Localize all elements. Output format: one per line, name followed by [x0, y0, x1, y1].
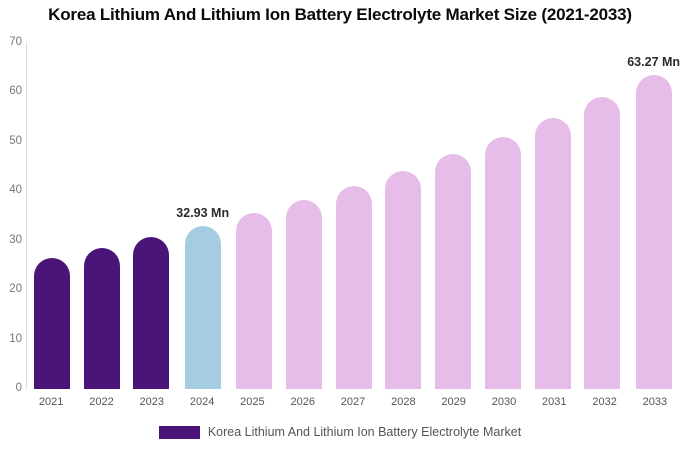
bar-2024[interactable] — [184, 225, 221, 389]
bar-2025[interactable] — [235, 213, 272, 389]
bar-2023[interactable] — [133, 237, 170, 389]
legend-label: Korea Lithium And Lithium Ion Battery El… — [207, 425, 522, 439]
legend[interactable]: Korea Lithium And Lithium Ion Battery El… — [0, 425, 680, 439]
bar-column-2024: 32.93 Mn — [176, 42, 229, 389]
bar-column-2031 — [528, 42, 578, 389]
bar-column-2029 — [428, 42, 478, 389]
bar-column-2022 — [77, 42, 127, 389]
bar-2029[interactable] — [435, 154, 472, 389]
bar-2022[interactable] — [83, 247, 120, 389]
x-tick-label-2028: 2028 — [391, 396, 416, 408]
bar-column-2026 — [279, 42, 329, 389]
x-tick-label-2027: 2027 — [340, 396, 366, 408]
bar-value-label-2024: 32.93 Mn — [176, 205, 230, 220]
bar-column-2030 — [478, 42, 528, 389]
chart-title: Korea Lithium And Lithium Ion Battery El… — [48, 5, 632, 24]
y-tick-label: 40 — [9, 184, 22, 197]
y-axis: 0 10 20 30 40 50 60 70 — [0, 36, 22, 394]
bar-2033[interactable] — [635, 75, 672, 389]
bar-2028[interactable] — [385, 170, 422, 389]
x-tick-label-2026: 2026 — [290, 396, 315, 408]
x-tick-label-2025: 2025 — [240, 396, 265, 408]
bar-column-2021 — [27, 42, 77, 389]
y-tick-label: 10 — [9, 332, 22, 345]
x-tick-label-2021: 2021 — [38, 396, 64, 408]
x-tick-label-2022: 2022 — [89, 396, 114, 408]
x-tick-label-2032: 2032 — [592, 396, 617, 408]
bar-value-label-2033: 63.27 Mn — [627, 55, 680, 70]
bar-column-2023 — [127, 42, 177, 389]
y-tick-label: 30 — [9, 233, 22, 246]
x-tick-label-2029: 2029 — [441, 396, 466, 408]
y-tick-label: 0 — [15, 382, 22, 394]
x-tick-label-2033: 2033 — [642, 396, 668, 408]
bar-column-2028 — [378, 42, 428, 389]
x-tick-label-2030: 2030 — [491, 396, 517, 408]
bar-2032[interactable] — [584, 97, 621, 389]
y-tick-label: 60 — [9, 85, 22, 98]
y-tick-label: 50 — [9, 134, 22, 147]
y-tick-label: 70 — [9, 36, 22, 48]
bar-2026[interactable] — [285, 200, 322, 389]
bar-column-2027 — [329, 42, 379, 389]
x-axis: 2021 2022 2023 2024 2025 2026 2027 2028 2029 2030… — [26, 396, 680, 408]
x-tick-label-2023: 2023 — [139, 396, 165, 408]
y-tick-label: 20 — [9, 283, 22, 296]
bar-2021[interactable] — [33, 257, 70, 389]
bar-column-2025 — [229, 42, 279, 389]
bar-column-2033: 63.27 Mn — [627, 42, 680, 389]
bar-2031[interactable] — [534, 117, 571, 389]
legend-swatch-icon — [158, 425, 200, 439]
x-tick-label-2024: 2024 — [189, 396, 215, 408]
bar-2030[interactable] — [484, 136, 521, 389]
bar-column-2032 — [577, 42, 627, 389]
plot-area: 32.93 Mn 63.27 Mn — [26, 42, 680, 389]
x-tick-label-2031: 2031 — [542, 396, 567, 408]
bar-2027[interactable] — [335, 186, 372, 389]
